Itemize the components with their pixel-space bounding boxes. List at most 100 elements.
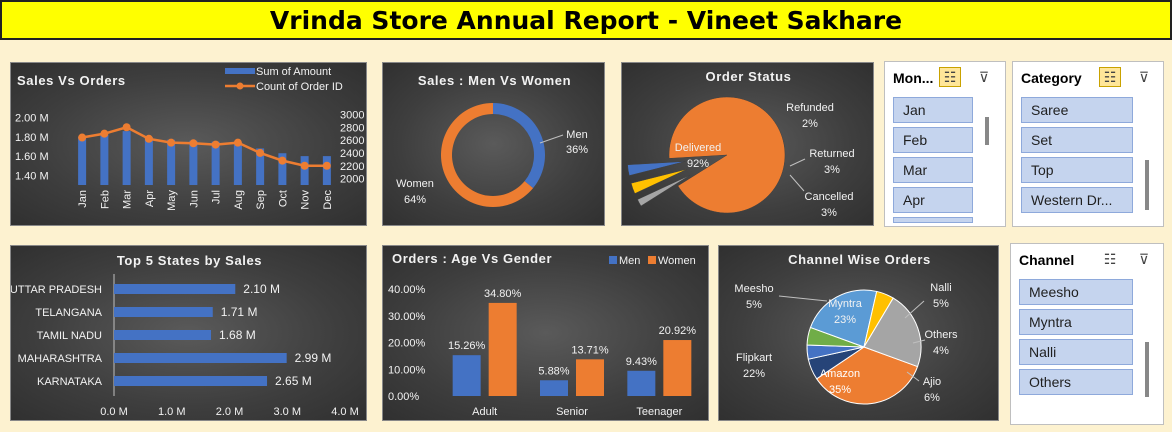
month-tick: Mar	[122, 190, 134, 209]
channel-leader	[904, 300, 925, 319]
x-axis-tick: 0.0 M	[100, 406, 128, 418]
state-value-label: 2.10 M	[243, 282, 280, 296]
men-pct: 36%	[566, 144, 588, 156]
channel-orders-panel[interactable]: Channel Wise Orders Amazon 35% Ajio 6% Other…	[718, 245, 999, 421]
state-label: TELANGANA	[35, 307, 102, 319]
men-bar	[452, 355, 481, 396]
age-gender-title: Orders : Age Vs Gender	[392, 251, 553, 266]
month-slicer-header: Mon...	[893, 70, 934, 86]
top-states-title: Top 5 States by Sales	[116, 253, 263, 268]
state-bar	[114, 353, 287, 363]
state-value-label: 1.71 M	[221, 305, 258, 319]
refunded-pct: 2%	[802, 118, 818, 130]
state-value-label: 2.99 M	[295, 351, 332, 365]
clear-filter-icon[interactable]: ⊽	[1138, 68, 1150, 85]
channel-pct: 5%	[933, 298, 949, 310]
y-axis-tick: 40.00%	[388, 284, 426, 296]
slicer-item-apr[interactable]: Apr	[893, 187, 973, 213]
right-axis-tick: 2200	[340, 161, 364, 173]
channel-label: Flipkart	[736, 352, 772, 364]
legend-label: Women	[658, 255, 696, 267]
orders-point	[278, 156, 287, 165]
slicer-item-jan[interactable]: Jan	[893, 97, 973, 123]
slicer-item-mar[interactable]: Mar	[893, 157, 973, 183]
category-slicer[interactable]: Category ☷ ⊽ Saree Set Top Western Dr...	[1012, 61, 1164, 227]
slicer-item-western-dress[interactable]: Western Dr...	[1021, 187, 1133, 213]
state-value-label: 2.65 M	[275, 374, 312, 388]
channel-pct: 23%	[834, 314, 856, 326]
channel-slice	[809, 289, 878, 348]
channel-slice	[863, 297, 922, 368]
orders-point	[122, 123, 131, 132]
multi-select-icon[interactable]: ☷	[1099, 67, 1121, 87]
orders-point	[189, 139, 198, 148]
multi-select-icon[interactable]: ☷	[1103, 250, 1117, 267]
orders-point	[233, 138, 242, 147]
slicer-item-saree[interactable]: Saree	[1021, 97, 1133, 123]
legend-label: Count of Order ID	[256, 81, 343, 93]
status-leader	[789, 174, 805, 192]
refunded-label: Refunded	[786, 102, 834, 114]
legend-swatch	[225, 68, 255, 74]
slicer-item-nalli[interactable]: Nalli	[1019, 339, 1133, 365]
month-tick: Feb	[99, 190, 111, 209]
status-slice	[630, 168, 688, 194]
channel-leader	[778, 295, 828, 302]
order-status-panel[interactable]: Order Status Delivered 92% Refunded 2% Retur…	[621, 62, 874, 226]
x-axis-tick: 3.0 M	[273, 406, 301, 418]
age-gender-panel[interactable]: Orders : Age Vs Gender Men Women 40.00% 30.…	[382, 245, 709, 421]
slicer-item-set[interactable]: Set	[1021, 127, 1133, 153]
bar-value-label: 9.43%	[626, 356, 657, 368]
slicer-scrollbar[interactable]	[1145, 160, 1149, 210]
legend-swatch	[648, 256, 656, 264]
slicer-item-top[interactable]: Top	[1021, 157, 1133, 183]
month-slicer[interactable]: Mon... ☷ ⊽ Jan Feb Mar Apr	[884, 61, 1006, 227]
order-status-chart: Delivered 92% Refunded 2% Returned 3% Cancelle…	[627, 96, 855, 219]
slicer-scrollbar[interactable]	[985, 117, 989, 145]
orders-point	[144, 134, 153, 143]
month-tick: Aug	[233, 190, 245, 210]
channel-pct: 35%	[829, 384, 851, 396]
legend-label: Men	[619, 255, 640, 267]
state-bar	[114, 330, 212, 340]
men-bar	[540, 380, 568, 396]
slicer-item-partial[interactable]	[893, 217, 973, 223]
clear-filter-icon[interactable]: ⊽	[978, 68, 990, 85]
slicer-scrollbar[interactable]	[1145, 342, 1149, 397]
amount-bar	[233, 144, 242, 185]
bar-value-label: 5.88%	[538, 365, 569, 377]
left-axis-tick: 1.40 M	[15, 170, 49, 182]
top-states-panel[interactable]: Top 5 States by Sales UTTAR PRADESH 2.10 …	[10, 245, 367, 421]
right-axis-tick: 3000	[340, 109, 364, 121]
channel-leader	[906, 371, 920, 382]
status-leader	[789, 158, 806, 167]
multi-select-icon[interactable]: ☷	[939, 67, 961, 87]
right-axis-tick: 2000	[340, 174, 364, 186]
category-slicer-header: Category	[1021, 70, 1082, 86]
channel-slicer[interactable]: Channel ☷ ⊽ Meesho Myntra Nalli Others	[1010, 243, 1164, 425]
y-axis-tick: 30.00%	[388, 311, 426, 323]
sales-men-women-panel[interactable]: Sales : Men Vs Women Men 36% Women 64%	[382, 62, 605, 226]
slicer-item-others[interactable]: Others	[1019, 369, 1133, 395]
sales-vs-orders-panel[interactable]: Sales Vs Orders Sum of Amount Count of Or…	[10, 62, 367, 226]
x-axis-tick: 1.0 M	[158, 406, 186, 418]
x-axis-tick: 2.0 M	[216, 406, 244, 418]
clear-filter-icon[interactable]: ⊽	[1138, 250, 1150, 267]
slicer-item-myntra[interactable]: Myntra	[1019, 309, 1133, 335]
slicer-item-meesho[interactable]: Meesho	[1019, 279, 1133, 305]
status-slice	[668, 96, 786, 214]
women-bar	[663, 340, 692, 396]
month-tick: Apr	[144, 190, 156, 207]
amount-bar	[256, 148, 265, 185]
amount-bar	[322, 156, 331, 185]
bar-value-label: 34.80%	[484, 288, 522, 300]
state-bar	[114, 307, 213, 317]
delivered-pct: 92%	[687, 158, 709, 170]
y-axis-tick: 10.00%	[388, 364, 426, 376]
slicer-item-feb[interactable]: Feb	[893, 127, 973, 153]
month-tick: Nov	[300, 190, 312, 210]
men-bar	[627, 370, 656, 396]
sales-vs-orders-chart: Sum of Amount Count of Order ID 2.00 M 1.80…	[15, 66, 364, 211]
amount-bar	[211, 141, 220, 185]
orders-point	[167, 138, 176, 147]
